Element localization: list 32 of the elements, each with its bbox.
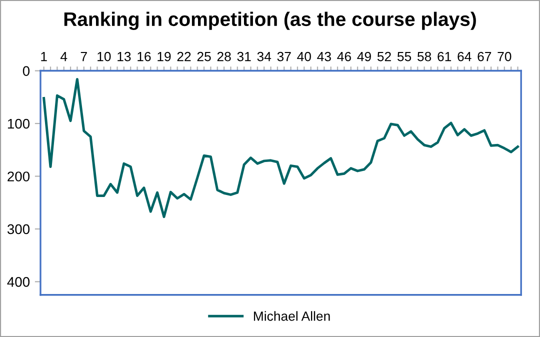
x-tick-label: 46 (337, 52, 351, 62)
x-tick-label: 52 (377, 52, 391, 62)
x-tick-label: 16 (138, 52, 151, 62)
x-tick-label: 4 (60, 52, 68, 62)
x-tick-label: 37 (277, 52, 291, 62)
x-tick-label: 58 (418, 52, 432, 62)
x-tick-label: 40 (297, 52, 311, 62)
x-tick-label: 55 (397, 52, 412, 62)
x-tick-label: 10 (98, 52, 111, 62)
x-tick-label: 64 (458, 52, 472, 62)
x-tick-label: 25 (197, 52, 211, 62)
y-tick-label: 400 (7, 277, 30, 287)
x-tick-label: 31 (237, 52, 251, 62)
x-tick-label: 67 (478, 52, 492, 62)
x-tick-label: 28 (217, 52, 231, 62)
legend-label: Michael Allen (254, 311, 330, 321)
x-tick-label: 34 (257, 52, 272, 62)
y-tick-label: 200 (8, 172, 30, 182)
y-tick-label: 100 (8, 118, 30, 129)
x-tick-label: 61 (438, 52, 452, 62)
x-tick-label: 49 (357, 52, 371, 62)
x-tick-label: 22 (177, 52, 191, 62)
x-tick-label: 70 (498, 52, 512, 62)
line-series (42, 78, 520, 218)
x-tick-label: 19 (158, 52, 171, 62)
x-tick-label: 13 (118, 52, 131, 62)
y-tick-label: 300 (7, 224, 30, 234)
x-tick-label: 43 (317, 52, 331, 62)
x-tick-label: 1 (41, 52, 47, 62)
chart-title: Ranking in competition (as the course plays) (64, 12, 476, 30)
x-tick-label: 7 (80, 52, 87, 62)
y-tick-label: 0 (22, 66, 30, 76)
